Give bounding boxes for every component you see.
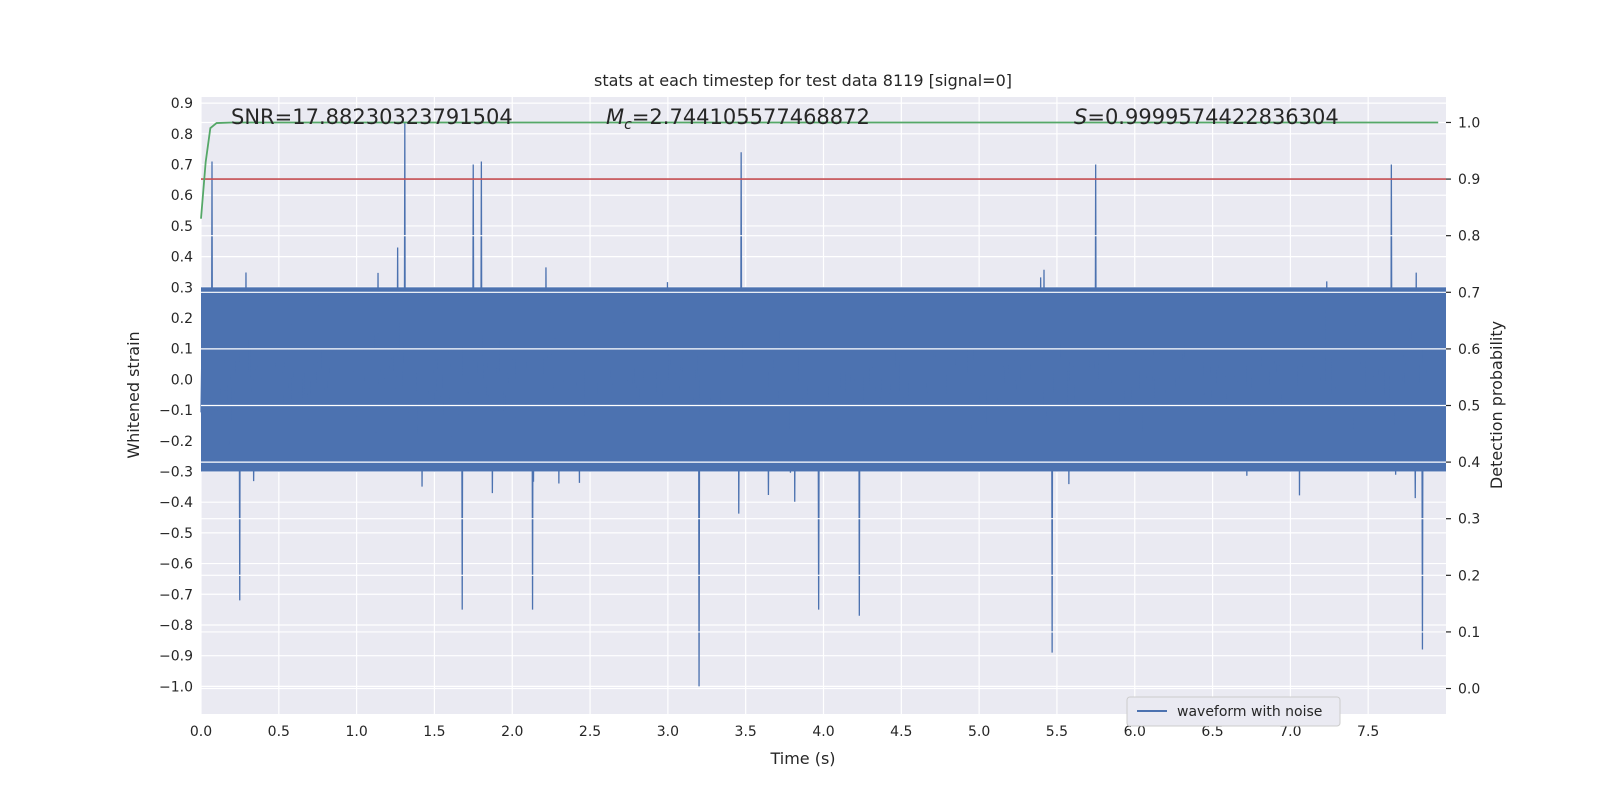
chirp-mass-subscript: c [624, 117, 632, 133]
chirp-mass-symbol: M [606, 105, 624, 129]
x-tick-label: 5.5 [1046, 724, 1068, 740]
x-tick-label: 6.0 [1124, 724, 1146, 740]
y-left-tick-label: 0.9 [171, 96, 193, 112]
x-tick-label: 1.5 [423, 724, 445, 740]
x-tick-label: 1.0 [345, 724, 367, 740]
axis-ticks: 0.0 0.5 1.0 1.5 2.0 2.5 3.0 3.5 4.0 4.5 5.0 5.5 6.0 6… [159, 96, 1480, 740]
x-tick-label: 2.0 [501, 724, 523, 740]
y-right-tick-label: 0.1 [1458, 625, 1480, 641]
y-left-tick-label: −0.5 [159, 526, 193, 542]
y-left-tick-label: −0.3 [159, 464, 193, 480]
y-left-tick-label: −0.1 [159, 403, 193, 419]
x-tick-label: 6.5 [1201, 724, 1223, 740]
y-left-tick-label: 0.1 [171, 342, 193, 358]
y-left-tick-label: −1.0 [159, 679, 193, 695]
x-tick-label: 3.0 [657, 724, 679, 740]
y-left-tick-label: −0.4 [159, 495, 193, 511]
x-tick-label: 2.5 [579, 724, 601, 740]
y-left-tick-label: 0.6 [171, 188, 193, 204]
waveform-line [200, 121, 1446, 687]
y-left-tick-label: 0.4 [171, 250, 193, 266]
x-tick-label: 3.5 [735, 724, 757, 740]
y-right-tick-label: 0.6 [1458, 342, 1480, 358]
y-right-tick-label: 1.0 [1458, 115, 1480, 131]
y-left-tick-label: −0.2 [159, 434, 193, 450]
chirp-mass-annotation: Mc=2.744105577468872 [606, 105, 870, 133]
y-right-tick-label: 0.8 [1458, 229, 1480, 245]
x-tick-label: 4.5 [890, 724, 912, 740]
y-right-tick-label: 0.5 [1458, 399, 1480, 415]
y-right-tick-label: 0.7 [1458, 285, 1480, 301]
y-left-tick-label: 0.3 [171, 280, 193, 296]
y-left-tick-label: −0.8 [159, 618, 193, 634]
y-left-tick-label: −0.9 [159, 649, 193, 665]
y-right-tick-label: 0.4 [1458, 455, 1480, 471]
y-left-tick-label: 0.8 [171, 127, 193, 143]
x-tick-label: 7.5 [1357, 724, 1379, 740]
y-right-tick-label: 0.9 [1458, 172, 1480, 188]
x-tick-label: 4.0 [812, 724, 834, 740]
x-tick-label: 7.0 [1279, 724, 1301, 740]
y-right-tick-label: 0.3 [1458, 512, 1480, 528]
snr-annotation: SNR=17.88230323791504 [231, 105, 513, 129]
y-left-tick-label: 0.0 [171, 372, 193, 388]
legend: waveform with noise [1126, 696, 1341, 727]
x-tick-label: 5.0 [968, 724, 990, 740]
chirp-mass-value: =2.744105577468872 [632, 105, 870, 129]
y-left-tick-label: 0.5 [171, 219, 193, 235]
s-symbol: S [1074, 105, 1087, 129]
y-right-tick-label: 0.2 [1458, 568, 1480, 584]
y-axis-label-right: Detection probability [1487, 321, 1506, 489]
chart-title: stats at each timestep for test data 811… [594, 71, 1012, 90]
s-value: =0.9999574422836304 [1087, 105, 1338, 129]
y-right-tick-label: 0.0 [1458, 682, 1480, 698]
s-annotation: S=0.9999574422836304 [1074, 105, 1339, 129]
y-axis-label-left: Whitened strain [124, 331, 143, 458]
plot-series [200, 121, 1446, 690]
x-axis-label: Time (s) [769, 749, 835, 768]
y-left-tick-label: 0.2 [171, 311, 193, 327]
x-tick-label: 0.5 [268, 724, 290, 740]
y-left-tick-label: −0.7 [159, 587, 193, 603]
detection-probability-line [200, 121, 1439, 219]
x-tick-label: 0.0 [190, 724, 212, 740]
y-left-tick-label: 0.7 [171, 158, 193, 174]
y-left-tick-label: −0.6 [159, 557, 193, 573]
legend-label: waveform with noise [1177, 704, 1322, 720]
